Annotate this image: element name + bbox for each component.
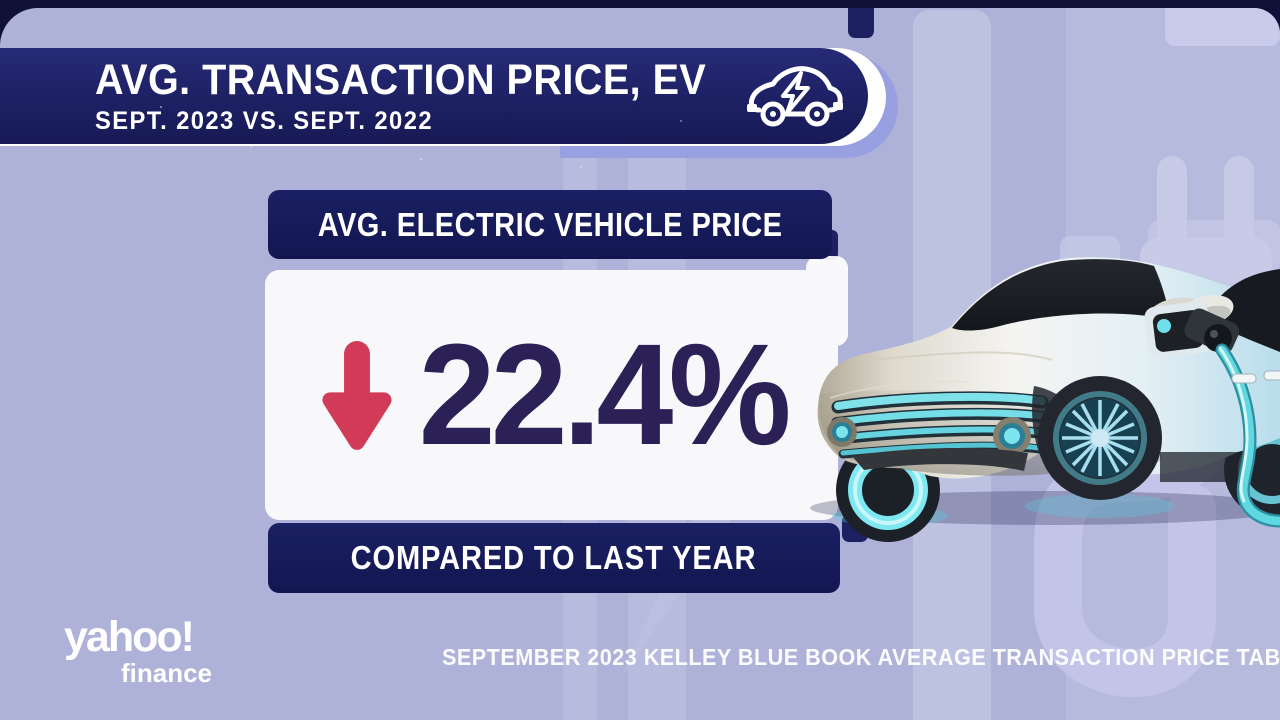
finance-wordmark: finance — [120, 658, 212, 688]
charging-station-watermark — [913, 10, 991, 720]
bg-tile-navy — [848, 8, 874, 38]
bg-tile — [1165, 8, 1280, 46]
bg-tile-navy — [842, 514, 868, 542]
stat-label-bottom: COMPARED TO LAST YEAR — [268, 523, 840, 593]
yahoo-finance-logo: yahoo! finance — [64, 613, 214, 688]
stat-value: 22.4% — [418, 314, 792, 475]
page-subtitle: SEPT. 2023 VS. SEPT. 2022 — [95, 106, 433, 135]
sparkle-dots — [160, 106, 162, 108]
lightning-bolt-icon — [781, 71, 810, 115]
down-arrow-icon — [322, 340, 392, 450]
source-credit: SEPTEMBER 2023 KELLEY BLUE BOOK AVERAGE … — [442, 644, 1280, 670]
stat-label-top: AVG. ELECTRIC VEHICLE PRICE — [268, 190, 832, 259]
stat-value-box: 22.4% — [265, 270, 838, 520]
stat-label-bottom-text: COMPARED TO LAST YEAR — [351, 539, 757, 576]
stat-label-top-text: AVG. ELECTRIC VEHICLE PRICE — [317, 205, 783, 243]
graphic-card: AVG. TRANSACTION PRICE, EV SEPT. 2023 VS… — [0, 8, 1280, 720]
bg-tile — [1060, 236, 1120, 284]
yahoo-wordmark: yahoo! — [64, 613, 195, 661]
ev-car-icon — [747, 66, 843, 127]
header-banner: AVG. TRANSACTION PRICE, EV SEPT. 2023 VS… — [0, 48, 868, 144]
page-title: AVG. TRANSACTION PRICE, EV — [95, 55, 707, 104]
